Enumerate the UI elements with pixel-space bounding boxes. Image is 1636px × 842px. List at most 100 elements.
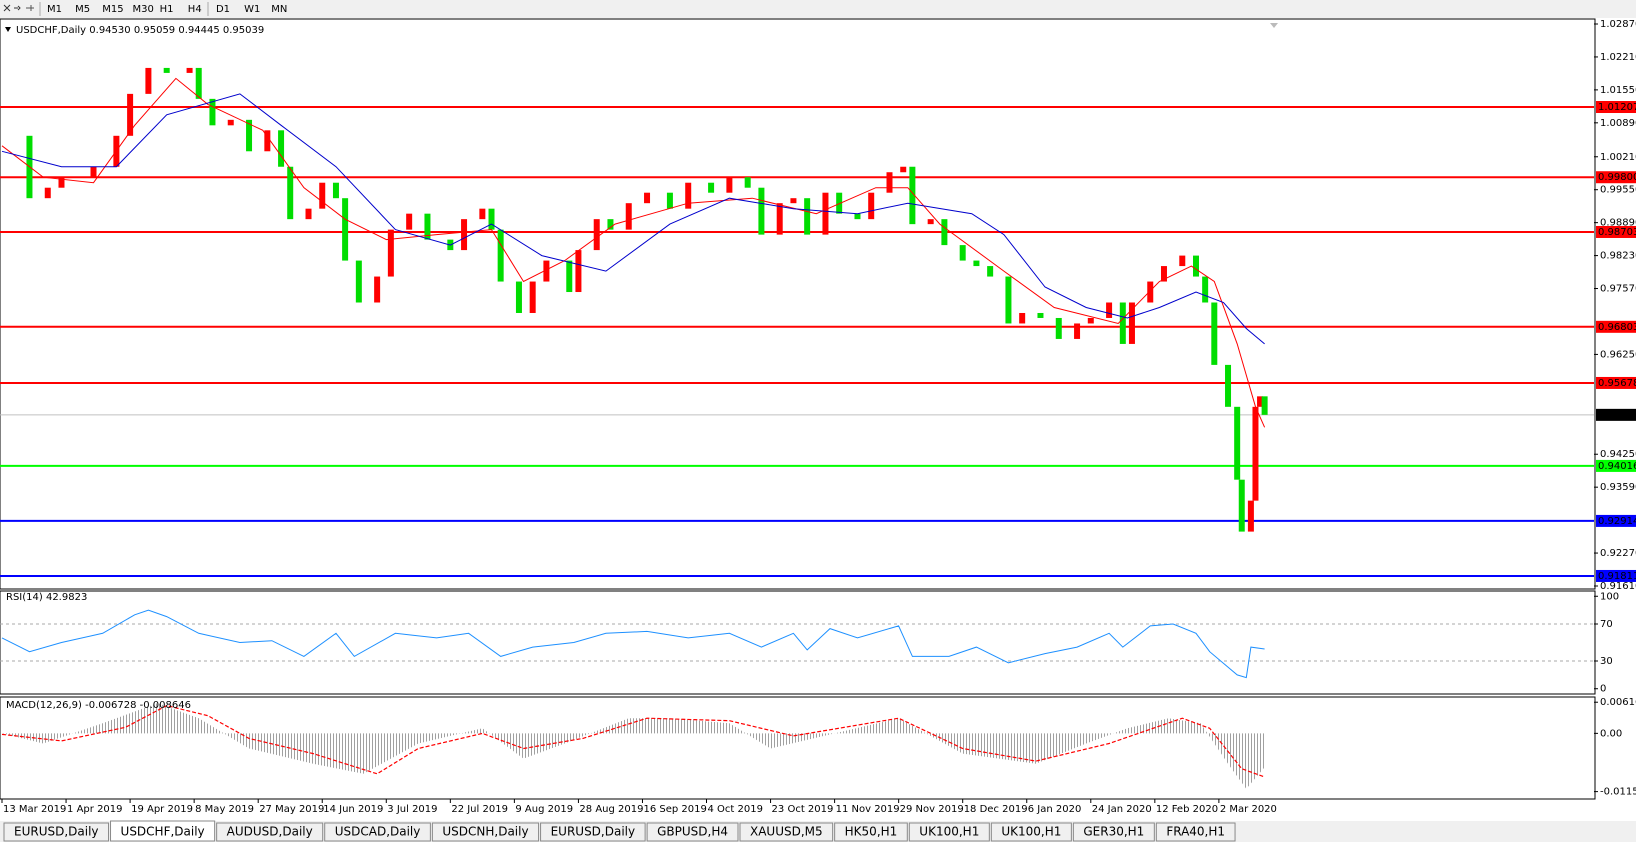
candle	[575, 250, 582, 293]
tab-label[interactable]: USDCNH,Daily	[442, 825, 528, 839]
tab-shape[interactable]	[646, 822, 739, 842]
y-tick-label: 1.02870	[1600, 19, 1636, 30]
x-tick-label: 22 Jul 2019	[451, 804, 508, 815]
x-tick-label: 28 Aug 2019	[579, 804, 643, 815]
tab-label[interactable]: EURUSD,Daily	[14, 825, 99, 839]
tab[interactable]: EURUSD,Daily	[3, 822, 110, 842]
toolbar-icon	[26, 5, 34, 11]
tab[interactable]: FRA40,H1	[1155, 822, 1236, 842]
candle	[209, 98, 216, 126]
candle	[58, 177, 65, 188]
candle	[195, 67, 202, 99]
tab-shape[interactable]	[324, 822, 431, 842]
timeframe-button[interactable]: D1	[216, 4, 230, 15]
moving-average	[1, 93, 1265, 345]
x-tick-label: 2 Mar 2020	[1220, 804, 1277, 815]
tab-label[interactable]: GBPUSD,H4	[657, 825, 728, 839]
tab[interactable]: GER30,H1	[1072, 822, 1155, 842]
timeframe-button[interactable]: H4	[188, 4, 202, 15]
tab-label[interactable]: XAUUSD,M5	[750, 825, 823, 839]
tab-label[interactable]: GER30,H1	[1083, 825, 1144, 839]
tab[interactable]: USDCAD,Daily	[324, 822, 431, 842]
candle	[987, 266, 994, 277]
candle	[1252, 406, 1259, 501]
x-tick-label: 16 Sep 2019	[643, 804, 706, 815]
tab-shape[interactable]	[739, 822, 834, 842]
x-tick-label: 19 Apr 2019	[131, 804, 193, 815]
tab-shape[interactable]	[110, 820, 216, 842]
tab[interactable]: EURUSD,Daily	[540, 822, 646, 842]
tab[interactable]: GBPUSD,H4	[646, 822, 739, 842]
tab[interactable]: USDCNH,Daily	[431, 822, 540, 842]
tab-shape[interactable]	[431, 822, 540, 842]
timeframe-button[interactable]: M1	[47, 4, 62, 15]
tab-label[interactable]: USDCHF,Daily	[121, 825, 205, 839]
candle	[790, 198, 797, 204]
macd-signal	[1, 704, 1265, 778]
tab-label[interactable]: AUDUSD,Daily	[227, 825, 313, 839]
level-label-box	[1596, 408, 1636, 421]
timeframe-button[interactable]: M15	[102, 4, 123, 15]
toolbar	[0, 0, 1636, 18]
tab-label[interactable]: HK50,H1	[845, 825, 898, 839]
candle	[868, 192, 875, 220]
tab-shape[interactable]	[834, 822, 908, 842]
candle	[305, 208, 312, 220]
candle	[355, 260, 362, 303]
candle	[424, 213, 431, 240]
x-tick-label: 23 Oct 2019	[772, 804, 834, 815]
tab-shape[interactable]	[990, 822, 1072, 842]
timeframe-button[interactable]: M5	[75, 4, 90, 15]
tab-label[interactable]: UK100,H1	[919, 825, 979, 839]
candle	[145, 67, 152, 94]
timeframe-button[interactable]: M30	[133, 4, 154, 15]
level-label: 0.91811	[1598, 571, 1636, 582]
candle	[332, 182, 339, 199]
candle	[854, 213, 861, 220]
candle	[644, 192, 651, 204]
tab-shape[interactable]	[216, 822, 324, 842]
candle	[1179, 255, 1186, 267]
level-label: 0.99800	[1598, 172, 1636, 183]
tab-label[interactable]: UK100,H1	[1001, 825, 1061, 839]
level-label: 0.94016	[1598, 461, 1636, 472]
tab-shape[interactable]	[3, 822, 110, 842]
tab-shape[interactable]	[908, 822, 990, 842]
timeframe-button[interactable]: MN	[271, 4, 287, 15]
timeframe-button[interactable]: W1	[244, 4, 260, 15]
candle	[1261, 396, 1268, 415]
candle	[287, 166, 294, 220]
main-panel	[0, 18, 1596, 590]
candle	[927, 219, 934, 225]
candle	[227, 119, 234, 126]
tab[interactable]: XAUUSD,M5	[739, 822, 834, 842]
tab[interactable]: HK50,H1	[834, 822, 908, 842]
x-tick-label: 27 May 2019	[259, 804, 324, 815]
candle	[497, 229, 504, 282]
x-tick-label: 29 Nov 2019	[900, 804, 964, 815]
timeframe-button[interactable]: H1	[160, 4, 174, 15]
tab[interactable]: UK100,H1	[908, 822, 990, 842]
tab-label[interactable]: FRA40,H1	[1166, 825, 1225, 839]
candle	[593, 219, 600, 251]
tab[interactable]: AUDUSD,Daily	[216, 822, 324, 842]
tab-shape[interactable]	[1072, 822, 1155, 842]
level-label-box	[1596, 514, 1636, 527]
y-tick-label: 30	[1600, 656, 1613, 667]
candle	[163, 67, 170, 73]
tab[interactable]: USDCHF,Daily	[110, 820, 216, 842]
tab[interactable]: UK100,H1	[990, 822, 1072, 842]
y-tick-label: -0.011535	[1600, 787, 1636, 798]
tab-shape[interactable]	[540, 822, 646, 842]
candle	[479, 208, 486, 220]
y-tick-label: 0.91610	[1600, 581, 1636, 592]
candle	[973, 260, 980, 267]
tab-label[interactable]: EURUSD,Daily	[551, 825, 636, 839]
candle	[804, 198, 811, 235]
x-tick-label: 24 Jan 2020	[1092, 804, 1152, 815]
tab-label[interactable]: USDCAD,Daily	[335, 825, 421, 839]
tab-shape[interactable]	[1155, 822, 1236, 842]
candle	[776, 203, 783, 235]
